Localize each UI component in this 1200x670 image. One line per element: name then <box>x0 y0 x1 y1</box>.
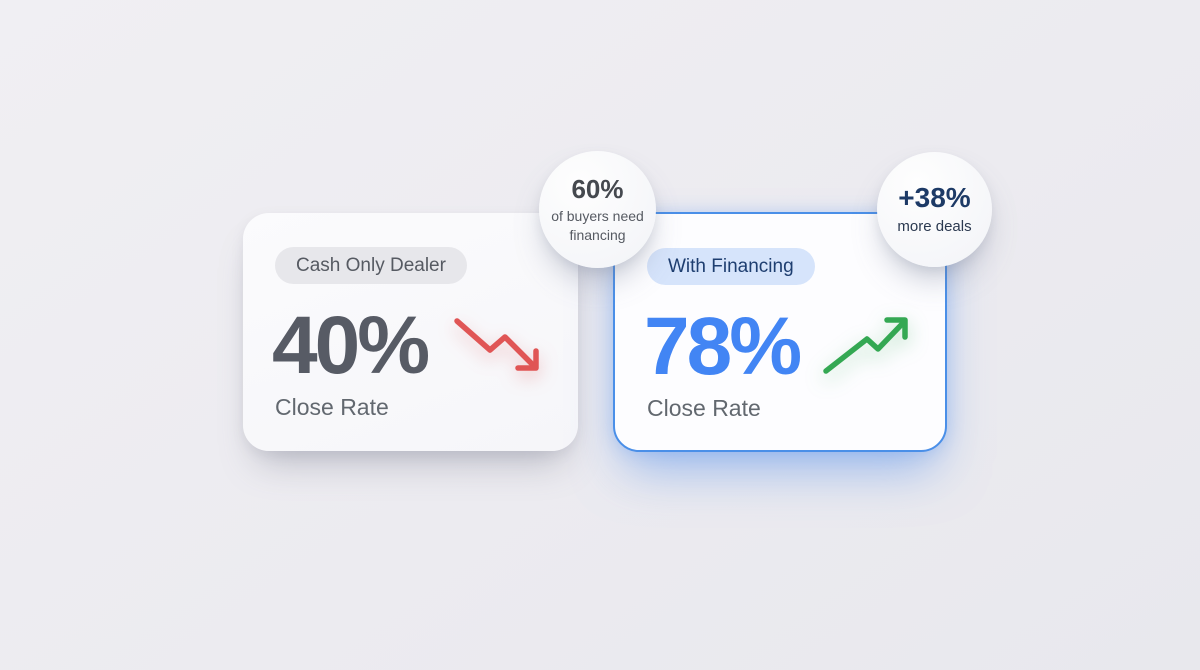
financing-close-rate-value: 78% <box>644 301 802 392</box>
cash-only-badge: Cash Only Dealer <box>275 247 467 284</box>
trend-up-icon <box>819 314 913 378</box>
buyers-stat-bubble: 60% of buyers need financing <box>539 151 656 268</box>
deals-stat-bubble: +38% more deals <box>877 152 992 267</box>
financing-close-rate-label: Close Rate <box>647 395 761 421</box>
cash-close-rate-label: Close Rate <box>275 394 389 420</box>
deals-stat-caption: more deals <box>897 217 972 235</box>
buyers-stat-caption: of buyers need financing <box>551 208 644 243</box>
trend-down-icon <box>449 315 543 379</box>
cash-only-card: Cash Only Dealer 40% Close Rate <box>243 213 578 451</box>
cash-close-rate-value: 40% <box>272 300 430 391</box>
financing-card: With Financing 78% Close Rate <box>613 212 947 452</box>
with-financing-badge: With Financing <box>647 248 815 285</box>
buyers-stat-value: 60% <box>571 173 624 204</box>
deals-stat-value: +38% <box>898 181 971 213</box>
